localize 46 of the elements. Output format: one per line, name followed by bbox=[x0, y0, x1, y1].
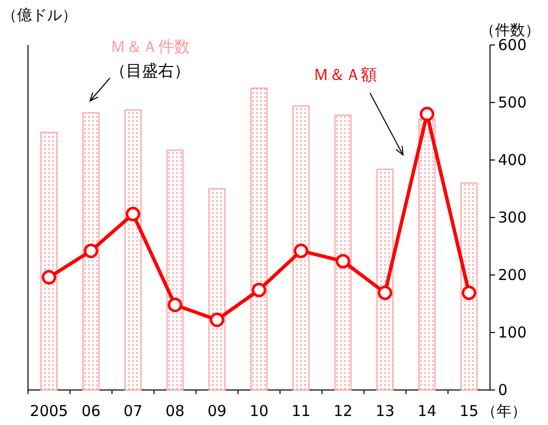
bar bbox=[250, 88, 268, 390]
text: Ｍ＆Ａ件数 bbox=[110, 37, 190, 56]
bar bbox=[208, 188, 226, 390]
bar bbox=[124, 109, 142, 390]
point bbox=[294, 244, 308, 258]
y2-axis-title: （件数） bbox=[480, 21, 540, 39]
text: Ｍ＆Ａ額 bbox=[313, 65, 377, 84]
y2-tick-label: 0 bbox=[498, 381, 508, 399]
y2-tick-label: 100 bbox=[498, 324, 527, 342]
y2-tick-label: 600 bbox=[498, 36, 527, 54]
x-tick-label: 12 bbox=[333, 402, 353, 420]
bar bbox=[376, 168, 394, 390]
x-tick-label: 14 bbox=[417, 402, 437, 420]
point bbox=[336, 254, 350, 268]
point bbox=[420, 106, 434, 122]
bar bbox=[166, 150, 184, 390]
bar bbox=[460, 182, 478, 390]
x-tick-label: 11 bbox=[291, 402, 311, 420]
y-axis-title: （億ドル） bbox=[2, 6, 77, 24]
bar bbox=[40, 132, 58, 390]
point bbox=[126, 206, 140, 222]
point bbox=[42, 270, 56, 285]
x-tick-label: 13 bbox=[375, 402, 395, 420]
x-tick-label: 15 bbox=[459, 402, 479, 420]
y2-tick-label: 300 bbox=[498, 208, 527, 226]
bar bbox=[418, 118, 436, 390]
x-tick-label: 08 bbox=[165, 402, 185, 420]
bar bbox=[292, 105, 310, 390]
x-tick-label: 09 bbox=[207, 402, 227, 420]
point bbox=[462, 286, 476, 300]
y2-tick-label: 200 bbox=[498, 266, 527, 284]
point bbox=[378, 286, 392, 300]
x-tick-label: 10 bbox=[249, 402, 269, 420]
point bbox=[210, 312, 224, 328]
y2-tick-label: 500 bbox=[498, 94, 527, 112]
x-tick-label: 07 bbox=[123, 402, 143, 420]
annotation: （目盛右） bbox=[110, 61, 190, 80]
y2-tick-label: 400 bbox=[498, 151, 527, 169]
bar bbox=[334, 114, 352, 390]
x-tick-label: 06 bbox=[81, 402, 101, 420]
bar bbox=[82, 112, 100, 390]
point bbox=[252, 282, 266, 298]
point bbox=[84, 244, 98, 258]
x-axis-title: （年） bbox=[482, 402, 526, 420]
point bbox=[168, 298, 182, 312]
x-tick-label: 2005 bbox=[30, 402, 68, 420]
